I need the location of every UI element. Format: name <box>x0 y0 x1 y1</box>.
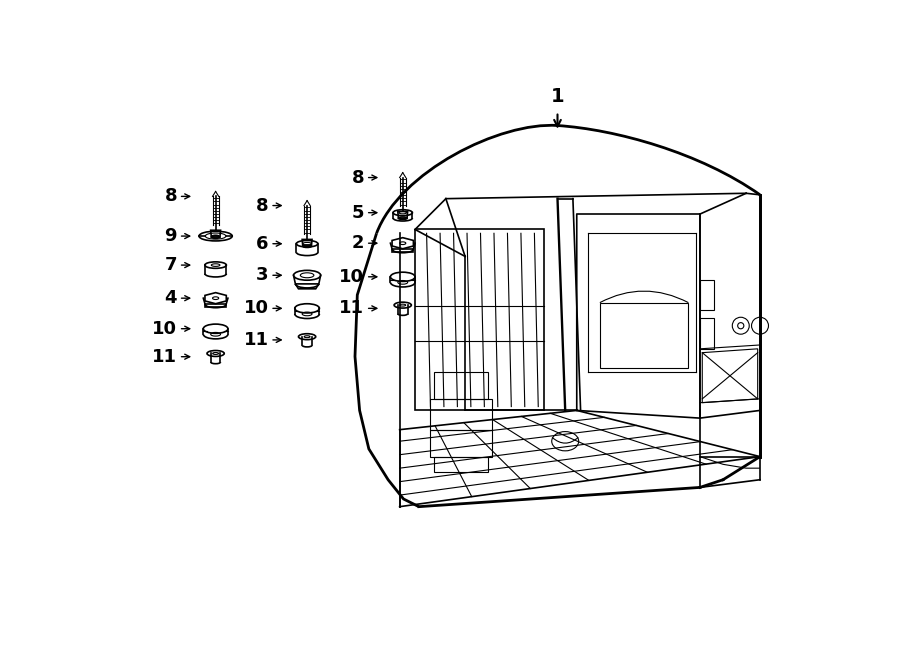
Text: 6: 6 <box>256 235 268 253</box>
Text: 8: 8 <box>256 196 268 215</box>
Text: 4: 4 <box>165 289 177 307</box>
Text: 10: 10 <box>339 268 365 286</box>
Text: 10: 10 <box>152 320 177 338</box>
Text: 11: 11 <box>339 299 365 317</box>
Text: 8: 8 <box>165 187 177 206</box>
Text: 2: 2 <box>352 234 365 253</box>
Text: 1: 1 <box>551 87 564 106</box>
Text: 11: 11 <box>244 331 268 349</box>
Text: 10: 10 <box>244 299 268 317</box>
Text: 9: 9 <box>165 227 177 245</box>
Text: 7: 7 <box>165 256 177 274</box>
Text: 11: 11 <box>152 348 177 366</box>
Text: 3: 3 <box>256 266 268 284</box>
Text: 8: 8 <box>352 169 365 186</box>
Text: 5: 5 <box>352 204 365 221</box>
